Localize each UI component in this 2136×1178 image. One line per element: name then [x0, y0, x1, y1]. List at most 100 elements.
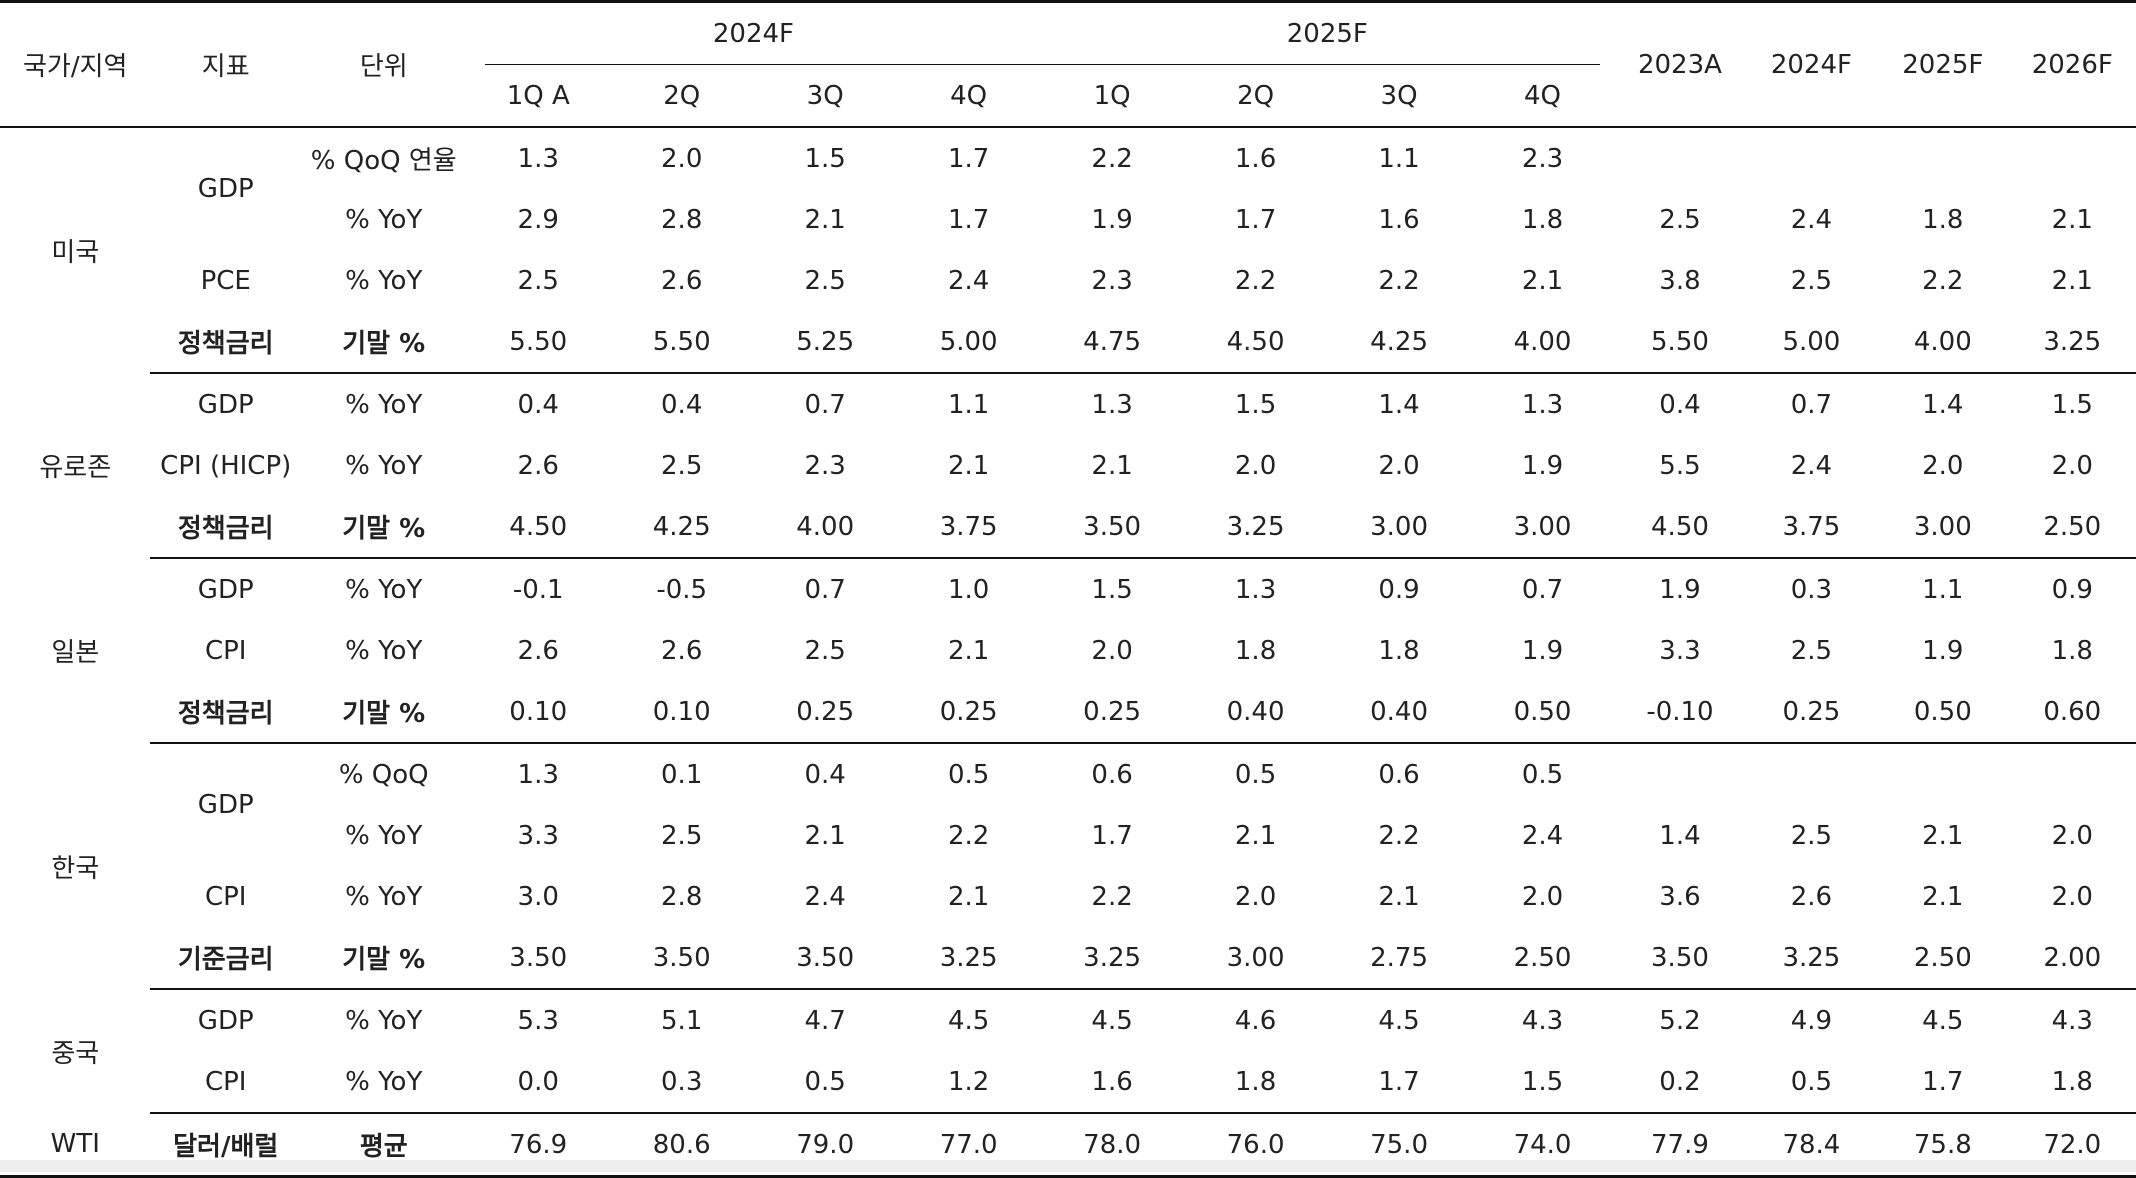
header-year-2025f: 2025F [1040, 2, 1614, 66]
quarter-value-cell: 1.3 [517, 143, 559, 174]
quarter-value-cell: 1.8 [1234, 635, 1277, 666]
quarter-value-cell: 4.25 [609, 496, 754, 559]
quarter-value-cell: 1.5 [804, 143, 846, 174]
annual-value-cell: 2.50 [2008, 496, 2136, 559]
header-annual: 2026F [2031, 49, 2113, 80]
header-quarter: 3Q [806, 80, 844, 111]
header-annual: 2024F [1770, 49, 1852, 80]
annual-value-cell: 1.8 [2008, 1051, 2136, 1114]
quarter-value-cell: -0.5 [656, 574, 708, 605]
annual-value-cell: 0.50 [1877, 681, 2009, 744]
quarter-value-cell: 3.25 [1040, 927, 1184, 990]
annual-value-cell: 3.25 [1745, 927, 1878, 990]
indicator-cell: 정책금리 [150, 681, 301, 744]
country-cell: 일본 [51, 638, 100, 668]
annual-value-cell: 4.50 [1614, 496, 1746, 559]
table-row: 정책금리 기말 % 5.50 5.50 5.25 5.00 4.75 4.50 4.25 4.00… [0, 311, 2136, 374]
annual-value-cell: 2.5 [1790, 265, 1833, 296]
quarter-value-cell: 2.5 [804, 265, 846, 296]
indicator-cell: CPI (HICP) [160, 450, 292, 481]
unit-cell: % YoY [345, 574, 423, 605]
quarter-value-cell: 2.1 [1234, 820, 1277, 851]
table-row: 한국 GDP % QoQ 1.3 0.1 0.4 0.5 0.6 0.5 0.6 0.5 [0, 743, 2136, 884]
table-row: PCE % YoY 2.5 2.6 2.5 2.4 2.3 2.2 2.2 2.1 3.8 2.5 2.… [0, 250, 2136, 311]
quarter-value-cell: 3.75 [896, 496, 1041, 559]
footer-strip [0, 1160, 2136, 1172]
quarter-value-cell: 1.3 [1521, 389, 1564, 420]
annual-value-cell: 5.50 [1614, 311, 1746, 374]
quarter-value-cell: 0.4 [517, 389, 559, 420]
indicator-cell: CPI [150, 1051, 301, 1114]
indicator-cell: 정책금리 [150, 311, 301, 374]
quarter-value-cell: 2.8 [661, 204, 703, 235]
header-quarter: 3Q [1380, 80, 1418, 111]
quarter-value-cell: 1.7 [1327, 1051, 1471, 1114]
unit-cell: % YoY [345, 635, 423, 666]
quarter-value-cell: 2.2 [1091, 143, 1133, 174]
annual-value-cell: 2.2 [1922, 265, 1964, 296]
quarter-value-cell: 0.25 [753, 681, 897, 744]
quarter-value-cell: 1.5 [1234, 389, 1277, 420]
quarter-value-cell: 2.8 [661, 881, 703, 912]
quarter-value-cell: 2.2 [1378, 820, 1420, 851]
quarter-value-cell: 4.50 [466, 496, 610, 559]
annual-value-cell: 4.5 [1922, 1005, 1964, 1036]
annual-value-cell: 2.1 [2051, 265, 2093, 296]
quarter-value-cell: 4.3 [1521, 1005, 1564, 1036]
annual-value-cell: 3.25 [2008, 311, 2136, 374]
quarter-value-cell: 3.00 [1327, 496, 1471, 559]
table-row: 기준금리 기말 % 3.50 3.50 3.50 3.25 3.25 3.00 2.75 2.50… [0, 927, 2136, 990]
quarter-value-cell: 0.6 [1091, 759, 1133, 790]
table-header: 국가/지역 지표 단위 2024F 2025F 2023A 2024F 2025… [0, 1, 2136, 127]
header-quarter: 4Q [1524, 80, 1562, 111]
quarter-value-cell: 0.7 [1521, 574, 1564, 605]
table-row: CPI % YoY 3.0 2.8 2.4 2.1 2.2 2.0 2.1 2.0 3.6 2.6 2.… [0, 866, 2136, 927]
quarter-value-cell: 2.5 [661, 450, 703, 481]
quarter-value-cell: 0.0 [466, 1051, 610, 1114]
indicator-cell: CPI [204, 881, 247, 912]
annual-value-cell: 0.3 [1790, 574, 1833, 605]
table-body: 미국 GDP% QoQ 연율 1.3 2.0 1.5 1.7 2.2 1.6 1.1 2.3% Y… [0, 127, 2136, 1178]
annual-value-cell: 5.5 [1659, 450, 1701, 481]
annual-value-cell: 0.4 [1659, 389, 1701, 420]
indicator-cell: GDP [197, 1005, 254, 1036]
unit-cell: 기말 % [300, 927, 467, 990]
quarter-value-cell: 1.6 [1378, 204, 1420, 235]
indicator-cell: GDP [197, 389, 254, 420]
annual-value-cell: 0.5 [1745, 1051, 1878, 1114]
country-cell: 유로존 [39, 453, 112, 483]
indicator-cell: 기준금리 [150, 927, 301, 990]
quarter-value-cell: 2.4 [1521, 820, 1564, 851]
header-quarter: 2Q [663, 80, 701, 111]
annual-value-cell: 2.1 [2051, 204, 2093, 235]
quarter-value-cell: 4.75 [1040, 311, 1184, 374]
annual-value-cell: 3.6 [1659, 881, 1701, 912]
annual-value-cell: 2.0 [2051, 881, 2093, 912]
quarter-value-cell: 2.0 [1234, 881, 1277, 912]
header-quarter: 2Q [1237, 80, 1275, 111]
quarter-value-cell: 2.3 [1091, 265, 1133, 296]
quarter-value-cell: 0.1 [661, 759, 703, 790]
table-row: 미국 GDP % QoQ 연율 1.3 2.0 1.5 1.7 2.2 1.6 1.1 2.3 [0, 127, 2136, 269]
quarter-value-cell: 1.0 [947, 574, 990, 605]
quarter-value-cell: 1.5 [1091, 574, 1133, 605]
annual-value-cell: 1.9 [1922, 635, 1964, 666]
annual-value-cell: 2.4 [1790, 450, 1833, 481]
annual-value-cell: 1.8 [1922, 204, 1964, 235]
quarter-value-cell: 1.7 [947, 143, 990, 174]
quarter-value-cell: 3.0 [517, 881, 559, 912]
annual-value-cell: 2.5 [1790, 635, 1833, 666]
quarter-value-cell: 2.1 [947, 450, 990, 481]
quarter-value-cell: 0.9 [1378, 574, 1420, 605]
annual-value-cell: 3.75 [1745, 496, 1878, 559]
unit-cell: 기말 % [300, 496, 467, 559]
indicator-cell: GDP [197, 790, 254, 820]
annual-value-cell: 4.9 [1790, 1005, 1833, 1036]
quarter-value-cell: 2.6 [517, 635, 559, 666]
quarter-value-cell: 1.1 [1378, 143, 1420, 174]
quarter-value-cell: 3.50 [466, 927, 610, 990]
quarter-value-cell: 2.2 [1234, 265, 1277, 296]
annual-value-cell: 1.4 [1922, 389, 1964, 420]
annual-value-cell [2009, 127, 2136, 189]
quarter-value-cell: 1.8 [1378, 635, 1420, 666]
